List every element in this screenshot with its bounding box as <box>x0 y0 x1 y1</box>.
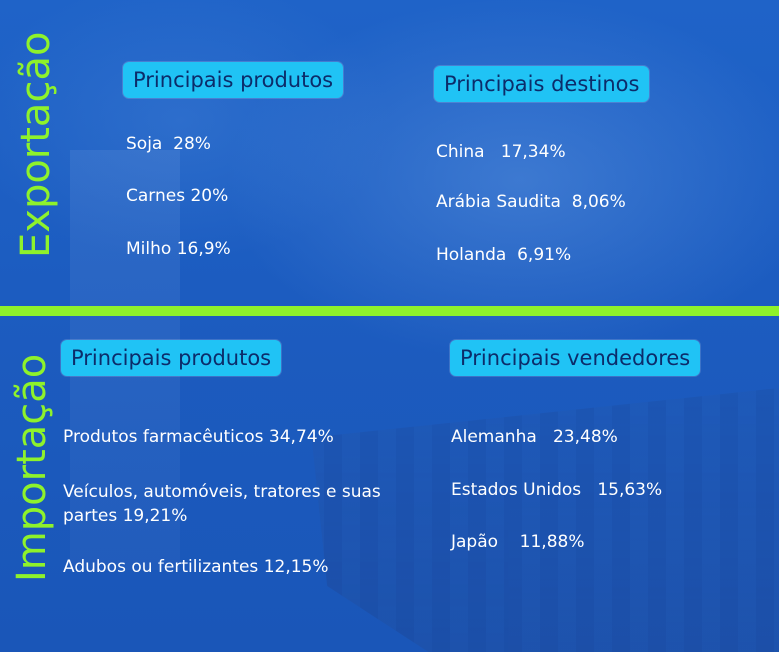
import-sellers-heading: Principais vendedores <box>450 340 701 376</box>
export-destination-item: Holanda 6,91% <box>436 245 572 265</box>
import-product-item: Veículos, automóveis, tratores e suas pa… <box>63 482 381 526</box>
export-section-label: Exportação <box>13 31 59 258</box>
import-products-heading: Principais produtos <box>61 340 282 376</box>
export-products-heading: Principais produtos <box>123 62 344 98</box>
export-destination-item: Arábia Saudita 8,06% <box>436 192 626 212</box>
import-seller-item: Japão 11,88% <box>451 532 585 552</box>
import-product-item: Produtos farmacêuticos 34,74% <box>63 427 334 447</box>
export-destination-item: China 17,34% <box>436 142 566 162</box>
import-seller-item: Alemanha 23,48% <box>451 427 618 447</box>
import-product-item: Adubos ou fertilizantes 12,15% <box>63 557 329 577</box>
export-product-item: Milho 16,9% <box>126 239 231 259</box>
export-product-item: Soja 28% <box>126 134 211 154</box>
export-product-item: Carnes 20% <box>126 186 229 206</box>
import-seller-item: Estados Unidos 15,63% <box>451 480 663 500</box>
import-section-label: Importação <box>9 353 55 582</box>
background-cargo-ship <box>311 388 779 652</box>
section-divider <box>0 306 779 316</box>
export-destinations-heading: Principais destinos <box>434 66 650 102</box>
